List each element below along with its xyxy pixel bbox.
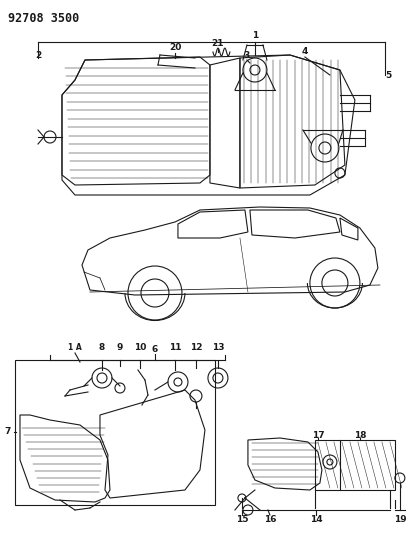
Text: 13: 13 (212, 343, 224, 352)
Text: 14: 14 (310, 515, 322, 524)
Bar (315, 440, 395, 490)
Text: 1 A: 1 A (68, 343, 82, 352)
Text: 11: 11 (169, 343, 181, 352)
Text: 2: 2 (35, 51, 41, 60)
Text: 17: 17 (312, 431, 324, 440)
Text: 4: 4 (302, 47, 308, 56)
Text: 18: 18 (354, 431, 366, 440)
Text: 8: 8 (99, 343, 105, 352)
Text: 15: 15 (236, 515, 248, 524)
Text: 1: 1 (252, 31, 258, 41)
Text: 12: 12 (190, 343, 202, 352)
Text: 19: 19 (394, 515, 406, 524)
Bar (15, 360, 215, 505)
Text: 92708 3500: 92708 3500 (8, 12, 79, 25)
Text: 5: 5 (385, 70, 391, 79)
Text: 9: 9 (117, 343, 123, 352)
Text: 6: 6 (152, 345, 158, 354)
Text: 10: 10 (134, 343, 146, 352)
Text: 7: 7 (5, 427, 11, 437)
Text: 20: 20 (169, 44, 181, 52)
Text: 16: 16 (264, 515, 276, 524)
Text: 3: 3 (244, 51, 250, 60)
Text: 21: 21 (212, 39, 224, 49)
